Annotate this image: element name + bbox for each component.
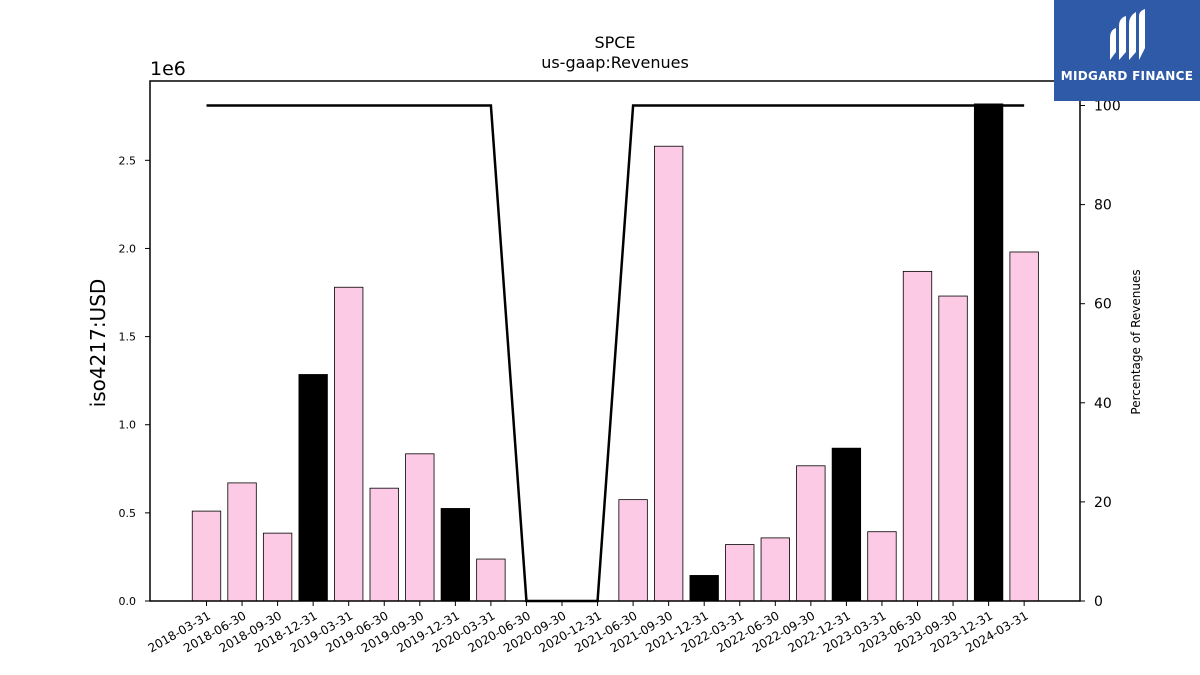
y2-tick-label: 80 (1094, 198, 1112, 214)
bar (298, 374, 328, 602)
bar (334, 286, 364, 602)
y2-axis-label: Percentage of Revenues (1129, 269, 1143, 414)
plot-layer: 0.00.51.01.52.02.50204060801002018-03-31… (119, 80, 1121, 655)
bar (191, 510, 222, 602)
y2-tick-label: 60 (1094, 297, 1112, 313)
bar (938, 295, 968, 602)
bar (760, 537, 790, 602)
percentage-line (206, 104, 1025, 603)
y-tick-label: 0.5 (119, 507, 137, 520)
bar (902, 270, 933, 602)
y-tick-label: 1.0 (119, 419, 137, 432)
bar (476, 558, 506, 602)
bar (405, 453, 435, 602)
chart-title: SPCE (594, 33, 635, 52)
y-tick-label: 1.5 (119, 331, 137, 344)
bar (796, 465, 826, 602)
brand-logo: MIDGARD FINANCE (1054, 0, 1200, 101)
y2-tick-label: 40 (1094, 396, 1112, 412)
chart-subtitle: us-gaap:Revenues (541, 53, 689, 72)
bar (369, 487, 399, 602)
bar (262, 532, 293, 602)
logo-text: MIDGARD FINANCE (1060, 69, 1194, 83)
bar (227, 482, 257, 602)
bar (654, 145, 684, 602)
bar (973, 103, 1004, 602)
bar (618, 499, 648, 602)
bar (867, 531, 897, 602)
bar (831, 447, 862, 602)
bar (1009, 251, 1039, 602)
y2-tick-label: 100 (1094, 99, 1121, 115)
y-tick-label: 2.0 (119, 242, 137, 255)
plot-frame (149, 80, 1081, 602)
bar (689, 575, 719, 602)
midgard-logo-icon (1110, 9, 1145, 60)
y-tick-label: 0.0 (119, 595, 137, 608)
bar (725, 544, 755, 602)
y-tick-label: 2.5 (119, 154, 137, 167)
y-axis-offset-text: 1e6 (150, 58, 186, 80)
y-axis-label: iso4217:USD (86, 279, 110, 408)
y2-tick-label: 20 (1094, 495, 1112, 511)
y2-tick-label: 0 (1094, 594, 1103, 610)
bar (440, 508, 471, 602)
